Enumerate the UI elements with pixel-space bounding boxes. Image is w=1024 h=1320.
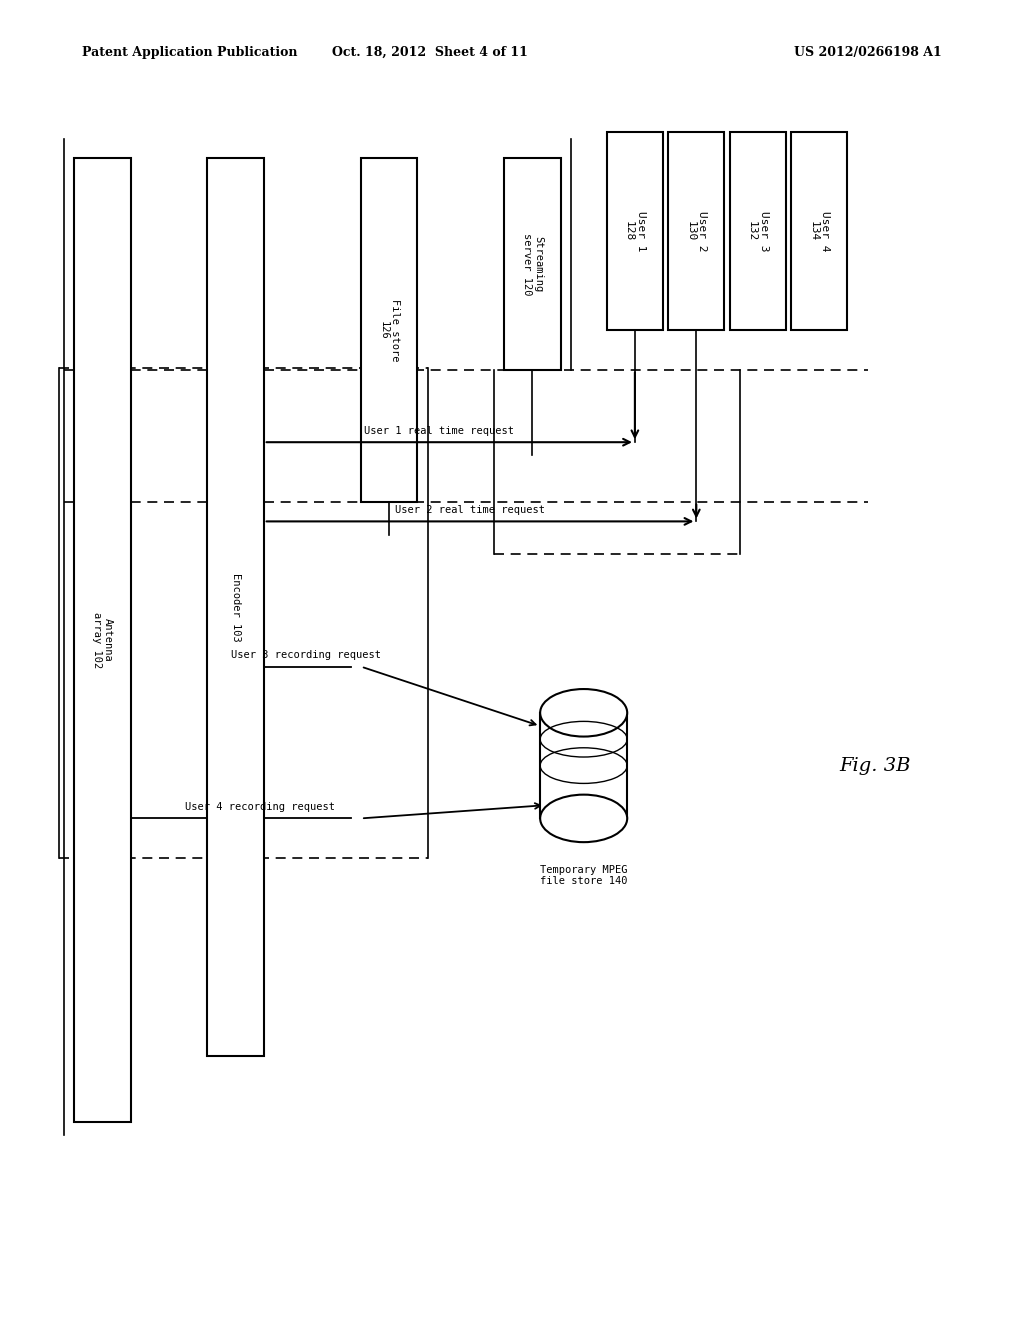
Text: Fig. 3B: Fig. 3B [840, 756, 911, 775]
Text: User 2
130: User 2 130 [685, 211, 708, 251]
Text: Oct. 18, 2012  Sheet 4 of 11: Oct. 18, 2012 Sheet 4 of 11 [332, 46, 528, 59]
FancyBboxPatch shape [75, 158, 131, 1122]
Text: User 2 real time request: User 2 real time request [395, 504, 545, 515]
FancyBboxPatch shape [207, 158, 264, 1056]
Text: User 4 recording request: User 4 recording request [185, 801, 335, 812]
Text: Antenna
array 102: Antenna array 102 [91, 612, 114, 668]
FancyBboxPatch shape [792, 132, 848, 330]
Text: Patent Application Publication: Patent Application Publication [82, 46, 297, 59]
Text: Encoder 103: Encoder 103 [230, 573, 241, 642]
Text: Streaming
server 120: Streaming server 120 [521, 232, 544, 296]
Text: User 1
128: User 1 128 [624, 211, 646, 251]
Text: User 3
132: User 3 132 [746, 211, 769, 251]
FancyBboxPatch shape [729, 132, 786, 330]
FancyBboxPatch shape [606, 132, 664, 330]
FancyBboxPatch shape [360, 158, 418, 502]
Text: User 4
134: User 4 134 [808, 211, 830, 251]
FancyBboxPatch shape [504, 158, 561, 370]
Bar [541, 713, 627, 818]
Text: US 2012/0266198 A1: US 2012/0266198 A1 [795, 46, 942, 59]
Text: File store
126: File store 126 [378, 298, 400, 362]
Ellipse shape [541, 689, 627, 737]
Text: User 1 real time request: User 1 real time request [365, 425, 514, 436]
Text: User 3 recording request: User 3 recording request [231, 649, 381, 660]
FancyBboxPatch shape [669, 132, 725, 330]
Ellipse shape [541, 795, 627, 842]
Text: Temporary MPEG
file store 140: Temporary MPEG file store 140 [540, 865, 628, 886]
